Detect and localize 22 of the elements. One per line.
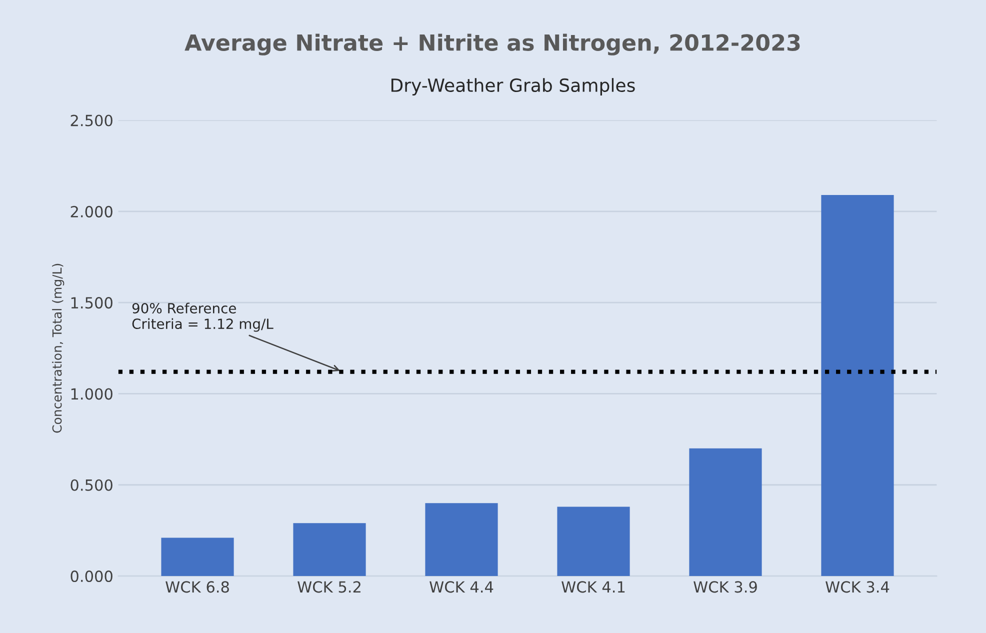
y-tick-label: 0.500 <box>70 479 112 491</box>
ref-line-label: 90% Reference Criteria = 1.12 mg/L <box>132 302 274 332</box>
chart-title: Average Nitrate + Nitrite as Nitrogen, 2012-2023 <box>184 34 800 56</box>
x-tick-label: WCK 3.4 <box>826 581 890 593</box>
bar <box>425 503 498 576</box>
x-tick-label: WCK 5.2 <box>298 581 360 593</box>
chart-subtitle: Dry-Weather Grab Samples <box>391 78 635 96</box>
y-tick-label: 2.500 <box>70 114 112 126</box>
bar <box>689 448 762 576</box>
x-tick-label: WCK 6.8 <box>166 581 229 593</box>
x-tick-label: WCK 3.9 <box>694 581 757 593</box>
bar <box>557 506 630 576</box>
bar <box>293 523 366 576</box>
x-tick-label: WCK 4.4 <box>430 581 494 593</box>
y-axis-title: Concentration, Total (mg/L) <box>52 264 64 433</box>
x-tick-label: WCK 4.1 <box>562 581 625 593</box>
y-tick-label: 1.500 <box>71 297 112 309</box>
bar <box>821 195 894 576</box>
bar <box>161 538 234 576</box>
y-tick-label: 1.000 <box>71 388 112 400</box>
y-tick-label: 2.000 <box>70 206 112 218</box>
y-tick-label: 0.000 <box>70 570 112 582</box>
